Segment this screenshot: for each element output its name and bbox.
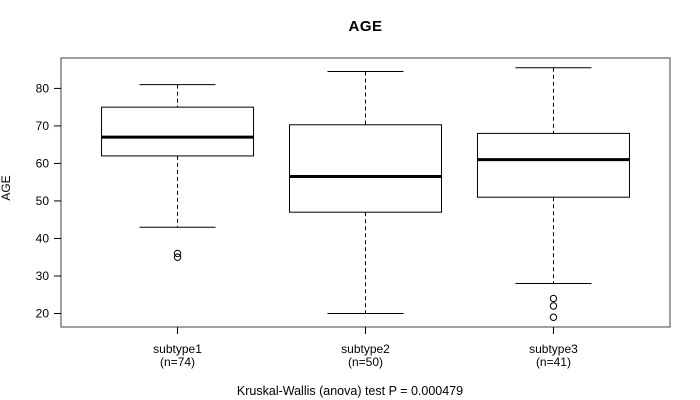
y-tick-label: 20 xyxy=(36,306,50,320)
y-tick-label: 70 xyxy=(36,119,50,133)
y-tick-label: 80 xyxy=(36,81,50,95)
group-label: subtype3 xyxy=(529,342,578,356)
group-sublabel: (n=50) xyxy=(348,355,383,369)
outlier-point xyxy=(173,253,182,261)
outlier-point xyxy=(173,249,182,258)
iqr-box xyxy=(476,132,630,198)
group-label: subtype2 xyxy=(341,342,390,356)
y-axis-label: AGE xyxy=(0,175,13,201)
y-tick-label: 40 xyxy=(36,231,50,245)
outlier-point xyxy=(549,302,558,310)
iqr-box xyxy=(289,124,442,213)
outlier-point xyxy=(549,294,558,303)
group-sublabel: (n=41) xyxy=(536,355,571,369)
kruskal-wallis-caption: Kruskal-Wallis (anova) test P = 0.000479 xyxy=(236,384,464,398)
group-label: subtype1 xyxy=(153,342,202,356)
group-sublabel: (n=74) xyxy=(160,355,195,369)
y-tick-label: 60 xyxy=(36,156,50,170)
outlier-point xyxy=(549,313,558,321)
y-tick-label: 30 xyxy=(36,269,50,283)
y-tick-label: 50 xyxy=(36,194,50,208)
iqr-box xyxy=(101,106,255,157)
chart-title: AGE xyxy=(348,18,383,35)
